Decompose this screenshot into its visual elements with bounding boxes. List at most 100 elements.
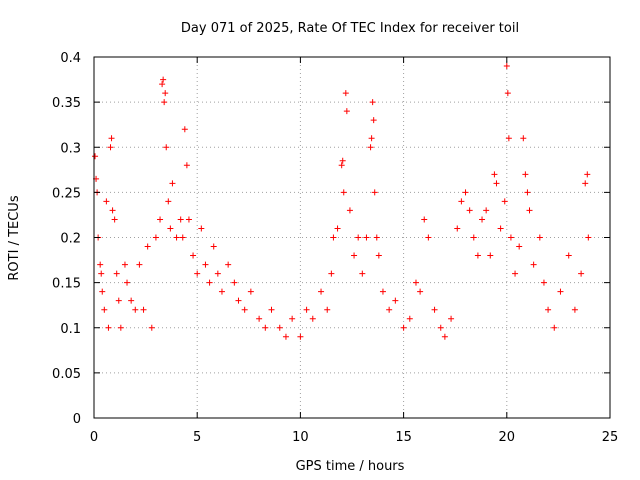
data-point bbox=[417, 288, 424, 295]
data-point bbox=[400, 324, 407, 331]
data-point bbox=[557, 288, 564, 295]
data-point bbox=[289, 315, 296, 322]
chart-title: Day 071 of 2025, Rate Of TEC Index for r… bbox=[181, 21, 519, 36]
data-point bbox=[169, 180, 176, 187]
data-point bbox=[512, 270, 519, 277]
data-point bbox=[524, 189, 531, 196]
data-points bbox=[92, 63, 592, 340]
data-point bbox=[183, 162, 190, 169]
data-point bbox=[328, 270, 335, 277]
data-point bbox=[206, 279, 213, 286]
data-point bbox=[160, 76, 167, 83]
data-point bbox=[338, 162, 345, 169]
data-point bbox=[368, 135, 375, 142]
data-point bbox=[585, 234, 592, 241]
data-point bbox=[198, 225, 205, 232]
data-point bbox=[262, 324, 269, 331]
x-tick-label: 20 bbox=[499, 430, 516, 445]
data-point bbox=[185, 216, 192, 223]
axis-ticks bbox=[93, 56, 611, 419]
x-tick-label: 5 bbox=[193, 430, 201, 445]
y-tick-label: 0.15 bbox=[52, 277, 81, 292]
data-point bbox=[522, 171, 529, 178]
data-point bbox=[425, 234, 432, 241]
data-point bbox=[479, 216, 486, 223]
data-point bbox=[330, 234, 337, 241]
data-point bbox=[339, 157, 346, 164]
data-point bbox=[448, 315, 455, 322]
y-tick-labels: 0 0.05 0.1 0.15 0.2 0.25 0.3 0.35 0.4 bbox=[52, 51, 81, 427]
data-point bbox=[578, 270, 585, 277]
data-point bbox=[520, 135, 527, 142]
data-point bbox=[132, 306, 139, 313]
data-point bbox=[504, 90, 511, 97]
data-point bbox=[386, 306, 393, 313]
data-point bbox=[318, 288, 325, 295]
data-point bbox=[491, 171, 498, 178]
data-point bbox=[225, 261, 232, 268]
data-point bbox=[507, 234, 514, 241]
data-point bbox=[202, 261, 209, 268]
data-point bbox=[107, 144, 114, 151]
data-point bbox=[367, 144, 374, 151]
y-tick-label: 0.05 bbox=[52, 367, 81, 382]
data-point bbox=[108, 135, 115, 142]
x-tick-label: 10 bbox=[292, 430, 309, 445]
data-point bbox=[268, 306, 275, 313]
grid-layer bbox=[94, 57, 610, 418]
data-point bbox=[458, 198, 465, 205]
data-point bbox=[103, 198, 110, 205]
data-point bbox=[210, 243, 217, 250]
data-point bbox=[165, 198, 172, 205]
data-point bbox=[437, 324, 444, 331]
data-point bbox=[369, 99, 376, 106]
data-point bbox=[545, 306, 552, 313]
data-point bbox=[483, 207, 490, 214]
data-point bbox=[536, 234, 543, 241]
data-point bbox=[493, 180, 500, 187]
data-point bbox=[157, 216, 164, 223]
data-point bbox=[124, 279, 131, 286]
data-point bbox=[179, 234, 186, 241]
data-point bbox=[303, 306, 310, 313]
data-point bbox=[241, 306, 248, 313]
data-point bbox=[194, 270, 201, 277]
data-point bbox=[117, 324, 124, 331]
data-point bbox=[247, 288, 254, 295]
data-point bbox=[421, 216, 428, 223]
data-point bbox=[97, 261, 104, 268]
data-point bbox=[412, 279, 419, 286]
data-point bbox=[115, 297, 122, 304]
data-point bbox=[159, 81, 166, 88]
x-tick-label: 25 bbox=[602, 430, 619, 445]
data-point bbox=[373, 234, 380, 241]
y-tick-label: 0.35 bbox=[52, 96, 81, 111]
data-point bbox=[503, 63, 510, 70]
data-point bbox=[379, 288, 386, 295]
data-point bbox=[177, 216, 184, 223]
data-point bbox=[516, 243, 523, 250]
data-point bbox=[181, 126, 188, 133]
data-point bbox=[148, 324, 155, 331]
data-point bbox=[370, 117, 377, 124]
data-point bbox=[551, 324, 558, 331]
data-point bbox=[582, 180, 589, 187]
data-point bbox=[584, 171, 591, 178]
data-point bbox=[256, 315, 263, 322]
data-point bbox=[173, 234, 180, 241]
x-tick-label: 15 bbox=[395, 430, 412, 445]
data-point bbox=[144, 243, 151, 250]
data-point bbox=[98, 270, 105, 277]
data-point bbox=[530, 261, 537, 268]
data-point bbox=[128, 297, 135, 304]
x-tick-labels: 0 5 10 15 20 25 bbox=[90, 430, 618, 445]
data-point bbox=[462, 189, 469, 196]
data-point bbox=[497, 225, 504, 232]
y-axis-label: ROTI / TECUs bbox=[7, 195, 22, 280]
data-point bbox=[109, 207, 116, 214]
data-point bbox=[101, 306, 108, 313]
data-point bbox=[406, 315, 413, 322]
data-point bbox=[167, 225, 174, 232]
data-point bbox=[375, 252, 382, 259]
